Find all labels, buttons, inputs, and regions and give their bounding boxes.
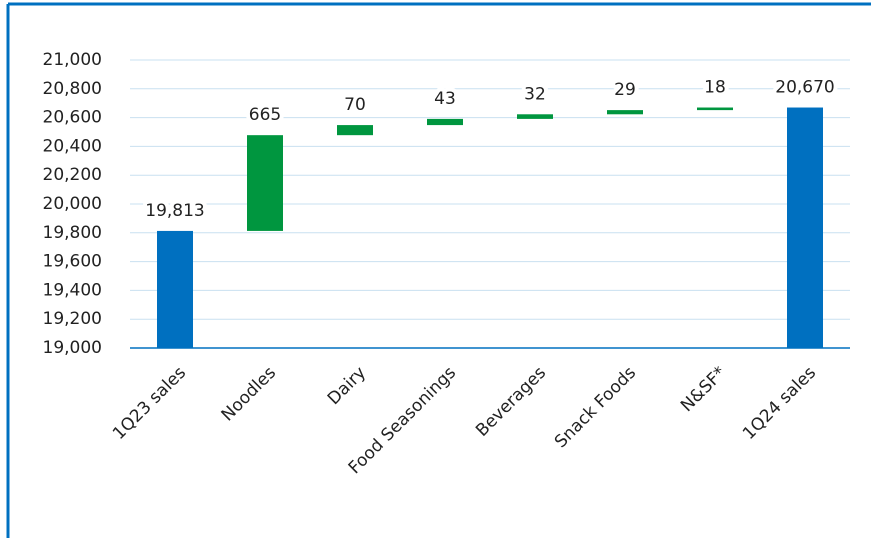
x-tick-label: N&SF* [677, 363, 730, 416]
y-tick-label: 19,000 [43, 338, 102, 358]
data-label: 665 [249, 105, 281, 125]
y-tick-label: 19,600 [43, 252, 102, 272]
y-tick-label: 20,600 [43, 108, 102, 128]
bar [697, 107, 733, 111]
bar [427, 118, 463, 126]
bar [337, 125, 373, 136]
x-tick-label: 1Q23 sales [109, 363, 190, 444]
x-tick-label: Noodles [218, 363, 281, 426]
x-tick-label: Snack Foods [551, 363, 640, 452]
y-tick-label: 20,200 [43, 165, 102, 185]
y-tick-label: 19,200 [43, 309, 102, 329]
data-label: 70 [344, 95, 366, 115]
bar [157, 230, 193, 348]
data-label: 19,813 [145, 201, 204, 221]
bar [787, 107, 823, 349]
data-label: 43 [434, 89, 456, 109]
y-tick-label: 19,800 [43, 223, 102, 243]
y-tick-label: 20,800 [43, 79, 102, 99]
data-label: 18 [704, 78, 726, 98]
data-label: 20,670 [775, 78, 834, 98]
bar [607, 110, 643, 115]
y-tick-label: 20,000 [43, 194, 102, 214]
bar [517, 114, 553, 119]
x-tick-label: Beverages [472, 363, 550, 441]
x-tick-label: 1Q24 sales [739, 363, 820, 444]
bar [247, 135, 283, 231]
y-tick-label: 20,400 [43, 136, 102, 156]
data-label: 29 [614, 80, 636, 100]
y-tick-label: 19,400 [43, 280, 102, 300]
y-tick-label: 21,000 [43, 50, 102, 70]
data-label: 32 [524, 84, 546, 104]
x-tick-label: Dairy [324, 363, 370, 409]
